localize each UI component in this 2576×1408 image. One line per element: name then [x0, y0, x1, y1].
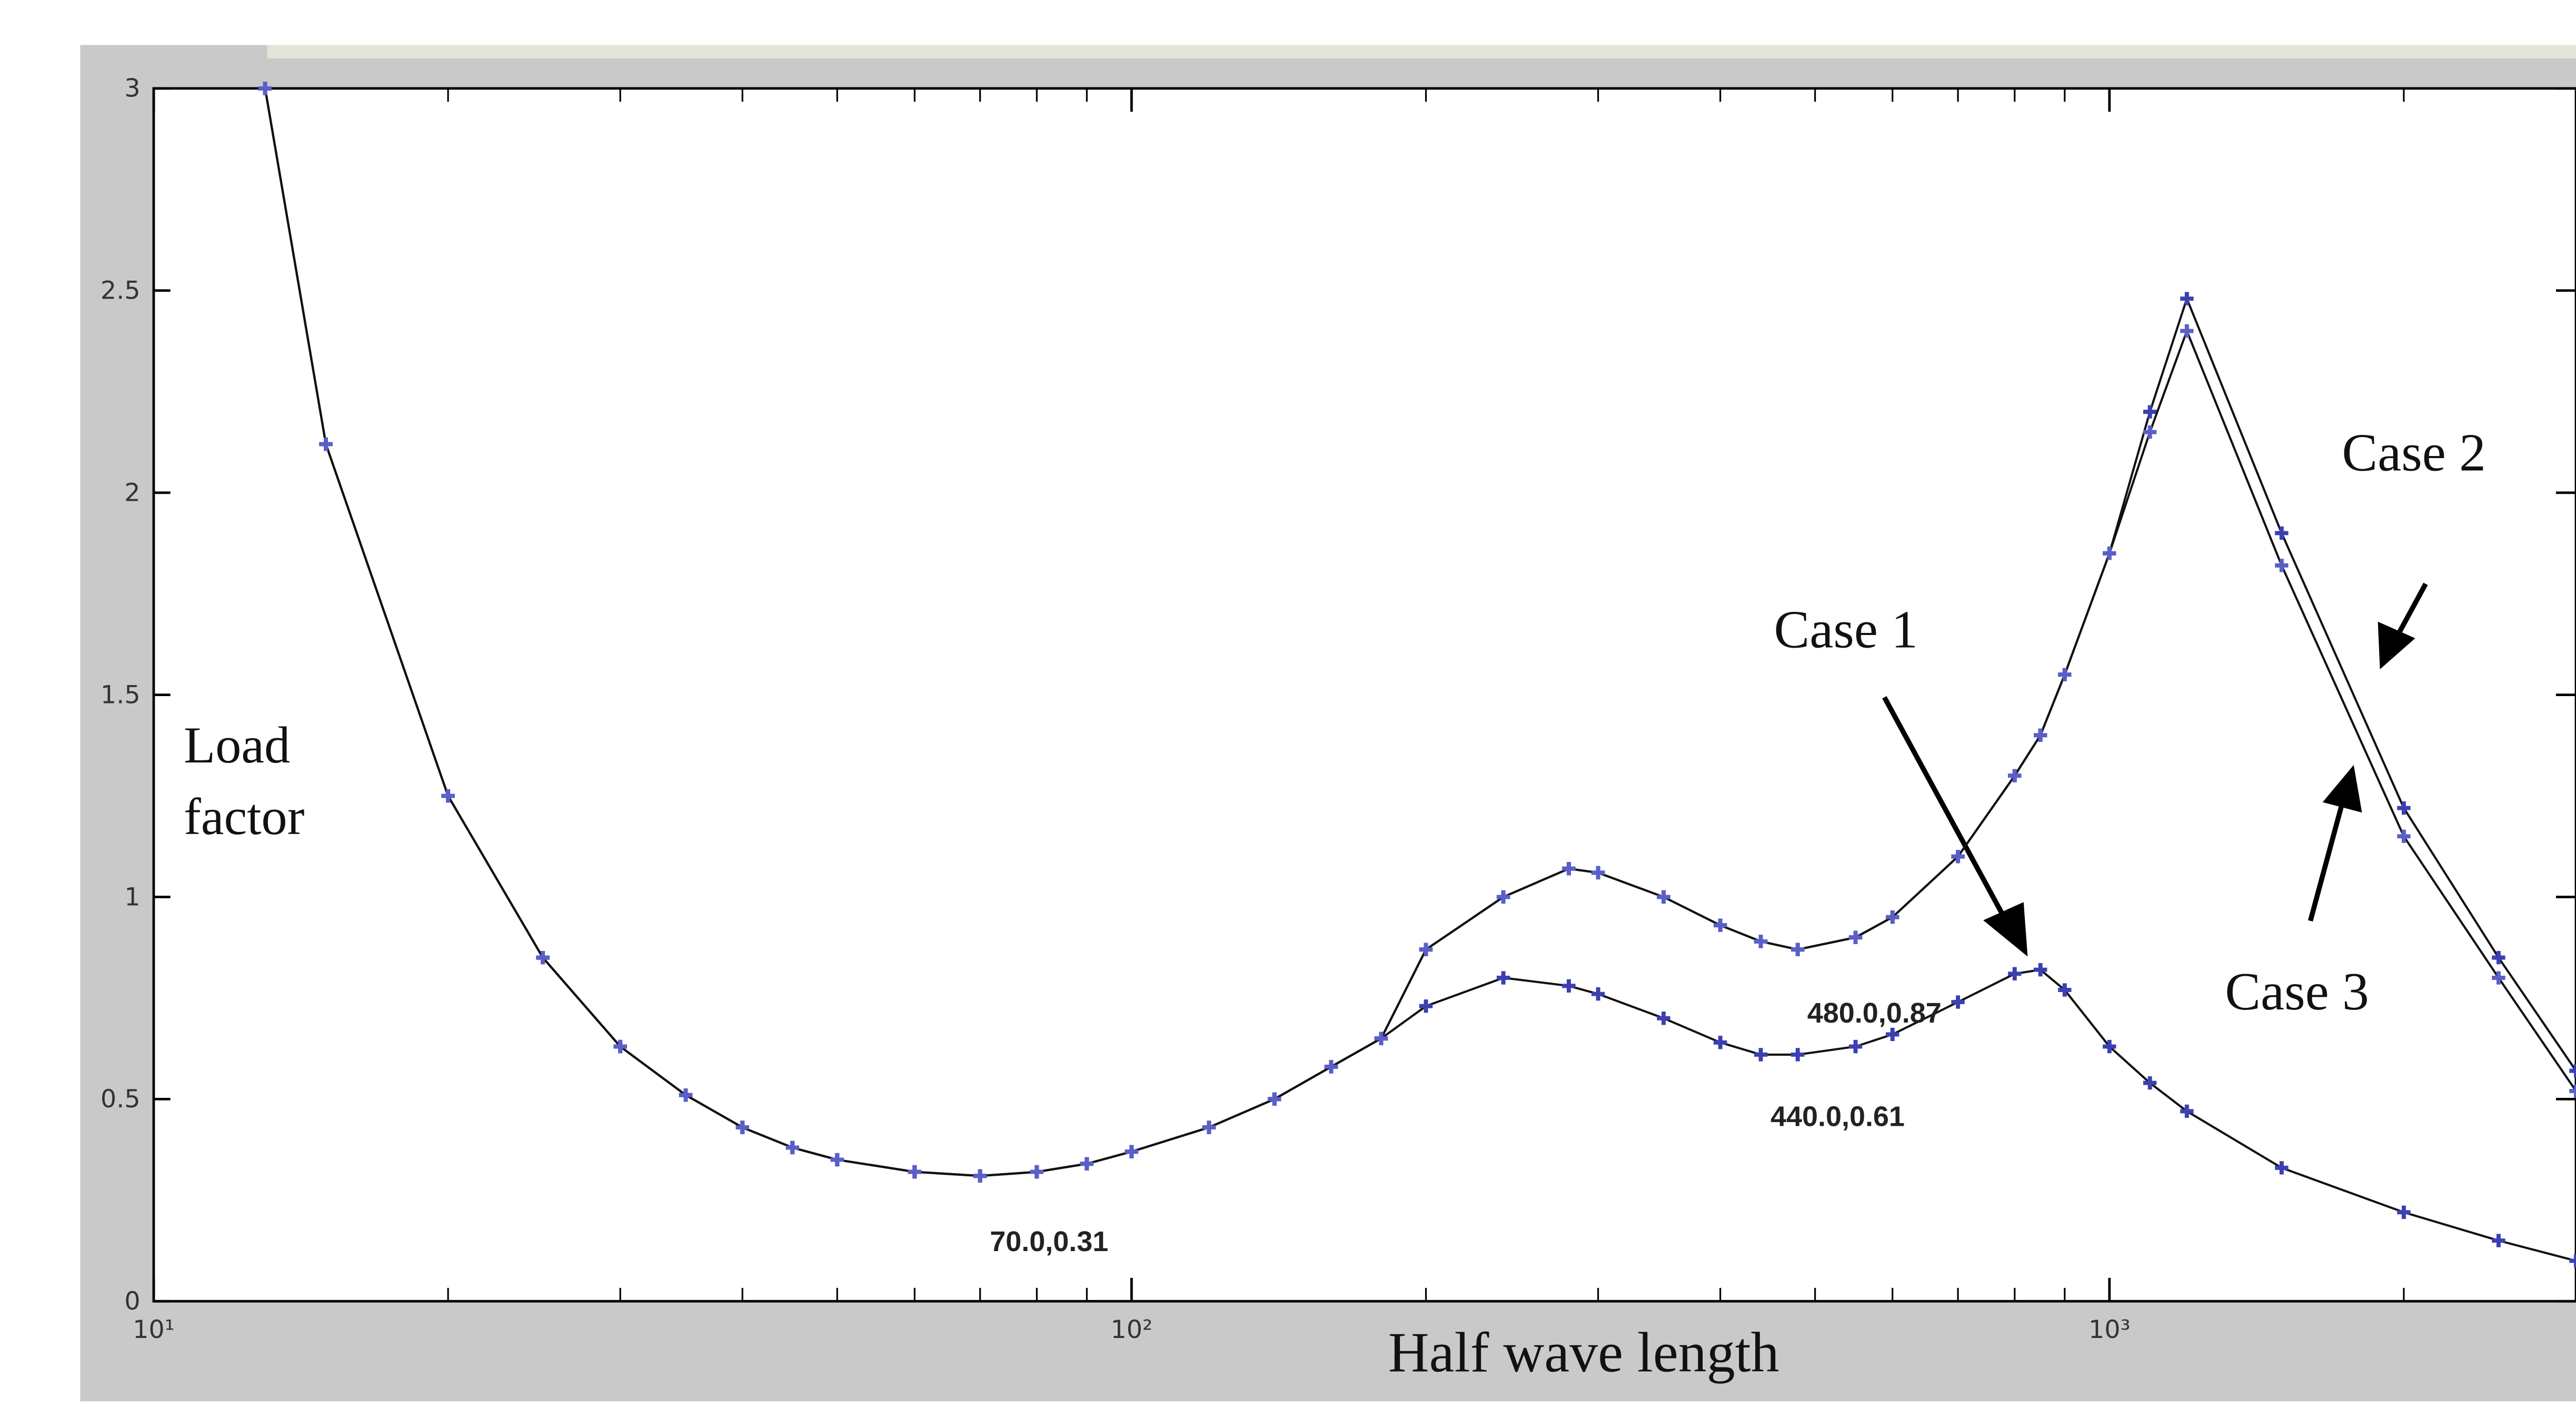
- top-band: [267, 45, 2576, 58]
- arrow: [2308, 797, 2346, 922]
- point-marker: [2397, 829, 2411, 843]
- point-marker: [2033, 728, 2047, 742]
- point-marker: [2008, 967, 2022, 981]
- x-axis-label: Half wave length: [1388, 1321, 1779, 1384]
- arrow-head: [1983, 902, 2028, 957]
- annotation: 440.0,0.61: [1771, 1101, 1905, 1133]
- point-marker: [2143, 405, 2157, 419]
- point-marker: [2397, 1205, 2411, 1219]
- point-marker: [1951, 850, 1965, 864]
- point-marker: [2180, 292, 2194, 305]
- annotation: 480.0,0.87: [1807, 997, 1942, 1029]
- point-marker: [1030, 1165, 1044, 1179]
- arrow: [1882, 696, 2012, 929]
- point-marker: [1324, 1060, 1338, 1074]
- point-marker: [1791, 1048, 1805, 1062]
- point-marker: [2033, 963, 2047, 977]
- point-marker: [1657, 890, 1670, 904]
- plot-area: [152, 87, 2576, 1303]
- point-marker: [536, 950, 550, 965]
- point-marker: [2569, 1084, 2576, 1098]
- point-marker: [1713, 1036, 1727, 1049]
- point-marker: [1951, 995, 1965, 1009]
- point-marker: [973, 1169, 987, 1183]
- point-marker: [908, 1165, 921, 1179]
- point-marker: [319, 437, 333, 451]
- point-marker: [258, 82, 272, 95]
- point-marker: [2180, 324, 2194, 338]
- point-marker: [1591, 866, 1605, 880]
- point-marker: [1657, 1012, 1670, 1025]
- point-marker: [1496, 971, 1510, 985]
- y-tick-label: 0: [124, 1287, 140, 1316]
- point-marker: [2143, 425, 2157, 439]
- point-marker: [613, 1039, 627, 1054]
- point-marker: [2569, 1254, 2576, 1268]
- point-marker: [1562, 979, 1576, 993]
- point-marker: [1754, 935, 1768, 948]
- annotation: Case 1: [1774, 600, 1918, 659]
- point-marker: [2569, 1064, 2576, 1078]
- point-marker: [2492, 1234, 2505, 1247]
- point-marker: [1419, 943, 1433, 956]
- annotation: 70.0,0.31: [990, 1226, 1108, 1257]
- point-marker: [2058, 668, 2072, 681]
- point-marker: [679, 1088, 693, 1102]
- point-marker: [785, 1141, 799, 1155]
- y-tick-label: 1.5: [101, 680, 141, 709]
- point-marker: [2492, 950, 2505, 965]
- point-marker: [1791, 943, 1805, 956]
- point-marker: [441, 789, 455, 803]
- annotation: Case 2: [2342, 423, 2486, 482]
- point-marker: [1591, 987, 1605, 1001]
- arrows: [1882, 582, 2428, 957]
- point-marker: [1754, 1048, 1768, 1062]
- point-marker: [2058, 983, 2072, 997]
- y-axis-label: Load: [184, 717, 290, 774]
- point-marker: [2275, 526, 2289, 540]
- arrow-head: [2378, 621, 2415, 670]
- point-marker: [1848, 1039, 1863, 1054]
- point-marker: [2143, 1076, 2157, 1090]
- point-marker: [1496, 890, 1510, 904]
- y-axis-label: factor: [184, 788, 304, 846]
- y-tick-label: 3: [124, 74, 140, 103]
- point-marker: [1886, 1027, 1899, 1042]
- point-marker: [1374, 1032, 1388, 1045]
- x-tick-label: 10³: [2088, 1315, 2131, 1344]
- point-marker: [1713, 918, 1727, 932]
- point-marker: [1080, 1157, 1094, 1171]
- point-marker: [1562, 862, 1576, 876]
- y-tick-label: 2.5: [101, 276, 141, 305]
- x-tick-label: 10¹: [133, 1315, 175, 1344]
- point-marker: [2492, 971, 2505, 985]
- y-tick-label: 0.5: [101, 1085, 141, 1114]
- point-marker: [1419, 999, 1433, 1013]
- point-marker: [2275, 559, 2289, 572]
- point-marker: [1202, 1121, 1216, 1134]
- point-marker: [735, 1121, 749, 1134]
- x-tick-label: 10²: [1111, 1315, 1153, 1344]
- point-marker: [2275, 1161, 2289, 1175]
- y-tick-label: 1: [124, 883, 140, 911]
- arrow-head: [2322, 765, 2362, 813]
- point-marker: [2180, 1104, 2194, 1118]
- point-marker: [2103, 547, 2116, 560]
- point-marker: [1886, 910, 1899, 924]
- point-marker: [1848, 930, 1863, 944]
- series: [258, 82, 2576, 1183]
- point-marker: [2397, 801, 2411, 815]
- point-marker: [1125, 1145, 1139, 1158]
- point-marker: [2008, 769, 2022, 782]
- point-marker: [1268, 1092, 1281, 1106]
- y-tick-label: 2: [124, 479, 140, 508]
- point-marker: [830, 1153, 844, 1167]
- annotation: Case 3: [2225, 962, 2369, 1021]
- point-marker: [2103, 1039, 2116, 1054]
